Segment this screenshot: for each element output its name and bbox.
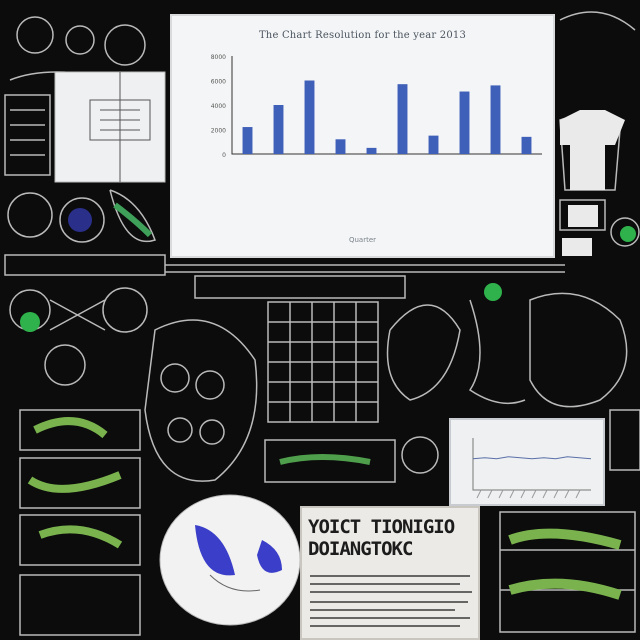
bar — [335, 139, 346, 154]
mini-x-tick — [531, 489, 537, 499]
bar — [273, 105, 284, 154]
main-bar-chart: The Chart Resolution for the year 2013 0… — [170, 14, 555, 258]
mini-line-chart — [449, 418, 605, 506]
bar — [304, 80, 315, 154]
bar — [490, 85, 501, 154]
bar — [242, 127, 253, 154]
poster-title-line-2: DOIANGTOKC — [308, 538, 413, 560]
mini-series-line — [472, 456, 592, 460]
bar-chart-plot: 0 2000 4000 6000 8000 — [211, 54, 542, 159]
poster-text-scribbles — [310, 575, 472, 627]
doodle-circle — [16, 16, 54, 54]
chart-axes — [231, 56, 542, 155]
y-tick-label: 2000 — [211, 128, 226, 135]
poster-title: YOICT TIONIGIO DOIANGTOKC — [308, 516, 476, 560]
mini-chart-plot — [472, 438, 592, 499]
x-axis-title: Quarter — [348, 236, 377, 244]
mini-x-tick — [553, 489, 559, 499]
mini-chart-axes — [472, 438, 591, 491]
chart-title: The Chart Resolution for the year 2013 — [258, 30, 467, 41]
y-tick-label: 6000 — [211, 79, 226, 86]
mini-x-tick — [487, 489, 493, 499]
mini-x-tick — [542, 489, 548, 499]
mini-x-tick — [509, 489, 515, 499]
bar — [366, 147, 377, 154]
text-poster: YOICT TIONIGIO DOIANGTOKC — [300, 506, 480, 640]
mini-x-tick — [476, 489, 482, 499]
bar — [459, 91, 470, 154]
y-tick-label: 8000 — [211, 54, 226, 61]
mini-x-tick — [498, 489, 504, 499]
bar — [428, 135, 439, 154]
poster-title-line-1: YOICT TIONIGIO — [308, 516, 455, 538]
y-tick-label: 0 — [222, 152, 226, 159]
mini-x-tick — [520, 489, 526, 499]
mini-x-tick — [575, 489, 581, 499]
mini-x-tick — [564, 489, 570, 499]
bar — [397, 84, 408, 154]
bar — [521, 136, 532, 154]
y-tick-label: 4000 — [211, 103, 226, 110]
